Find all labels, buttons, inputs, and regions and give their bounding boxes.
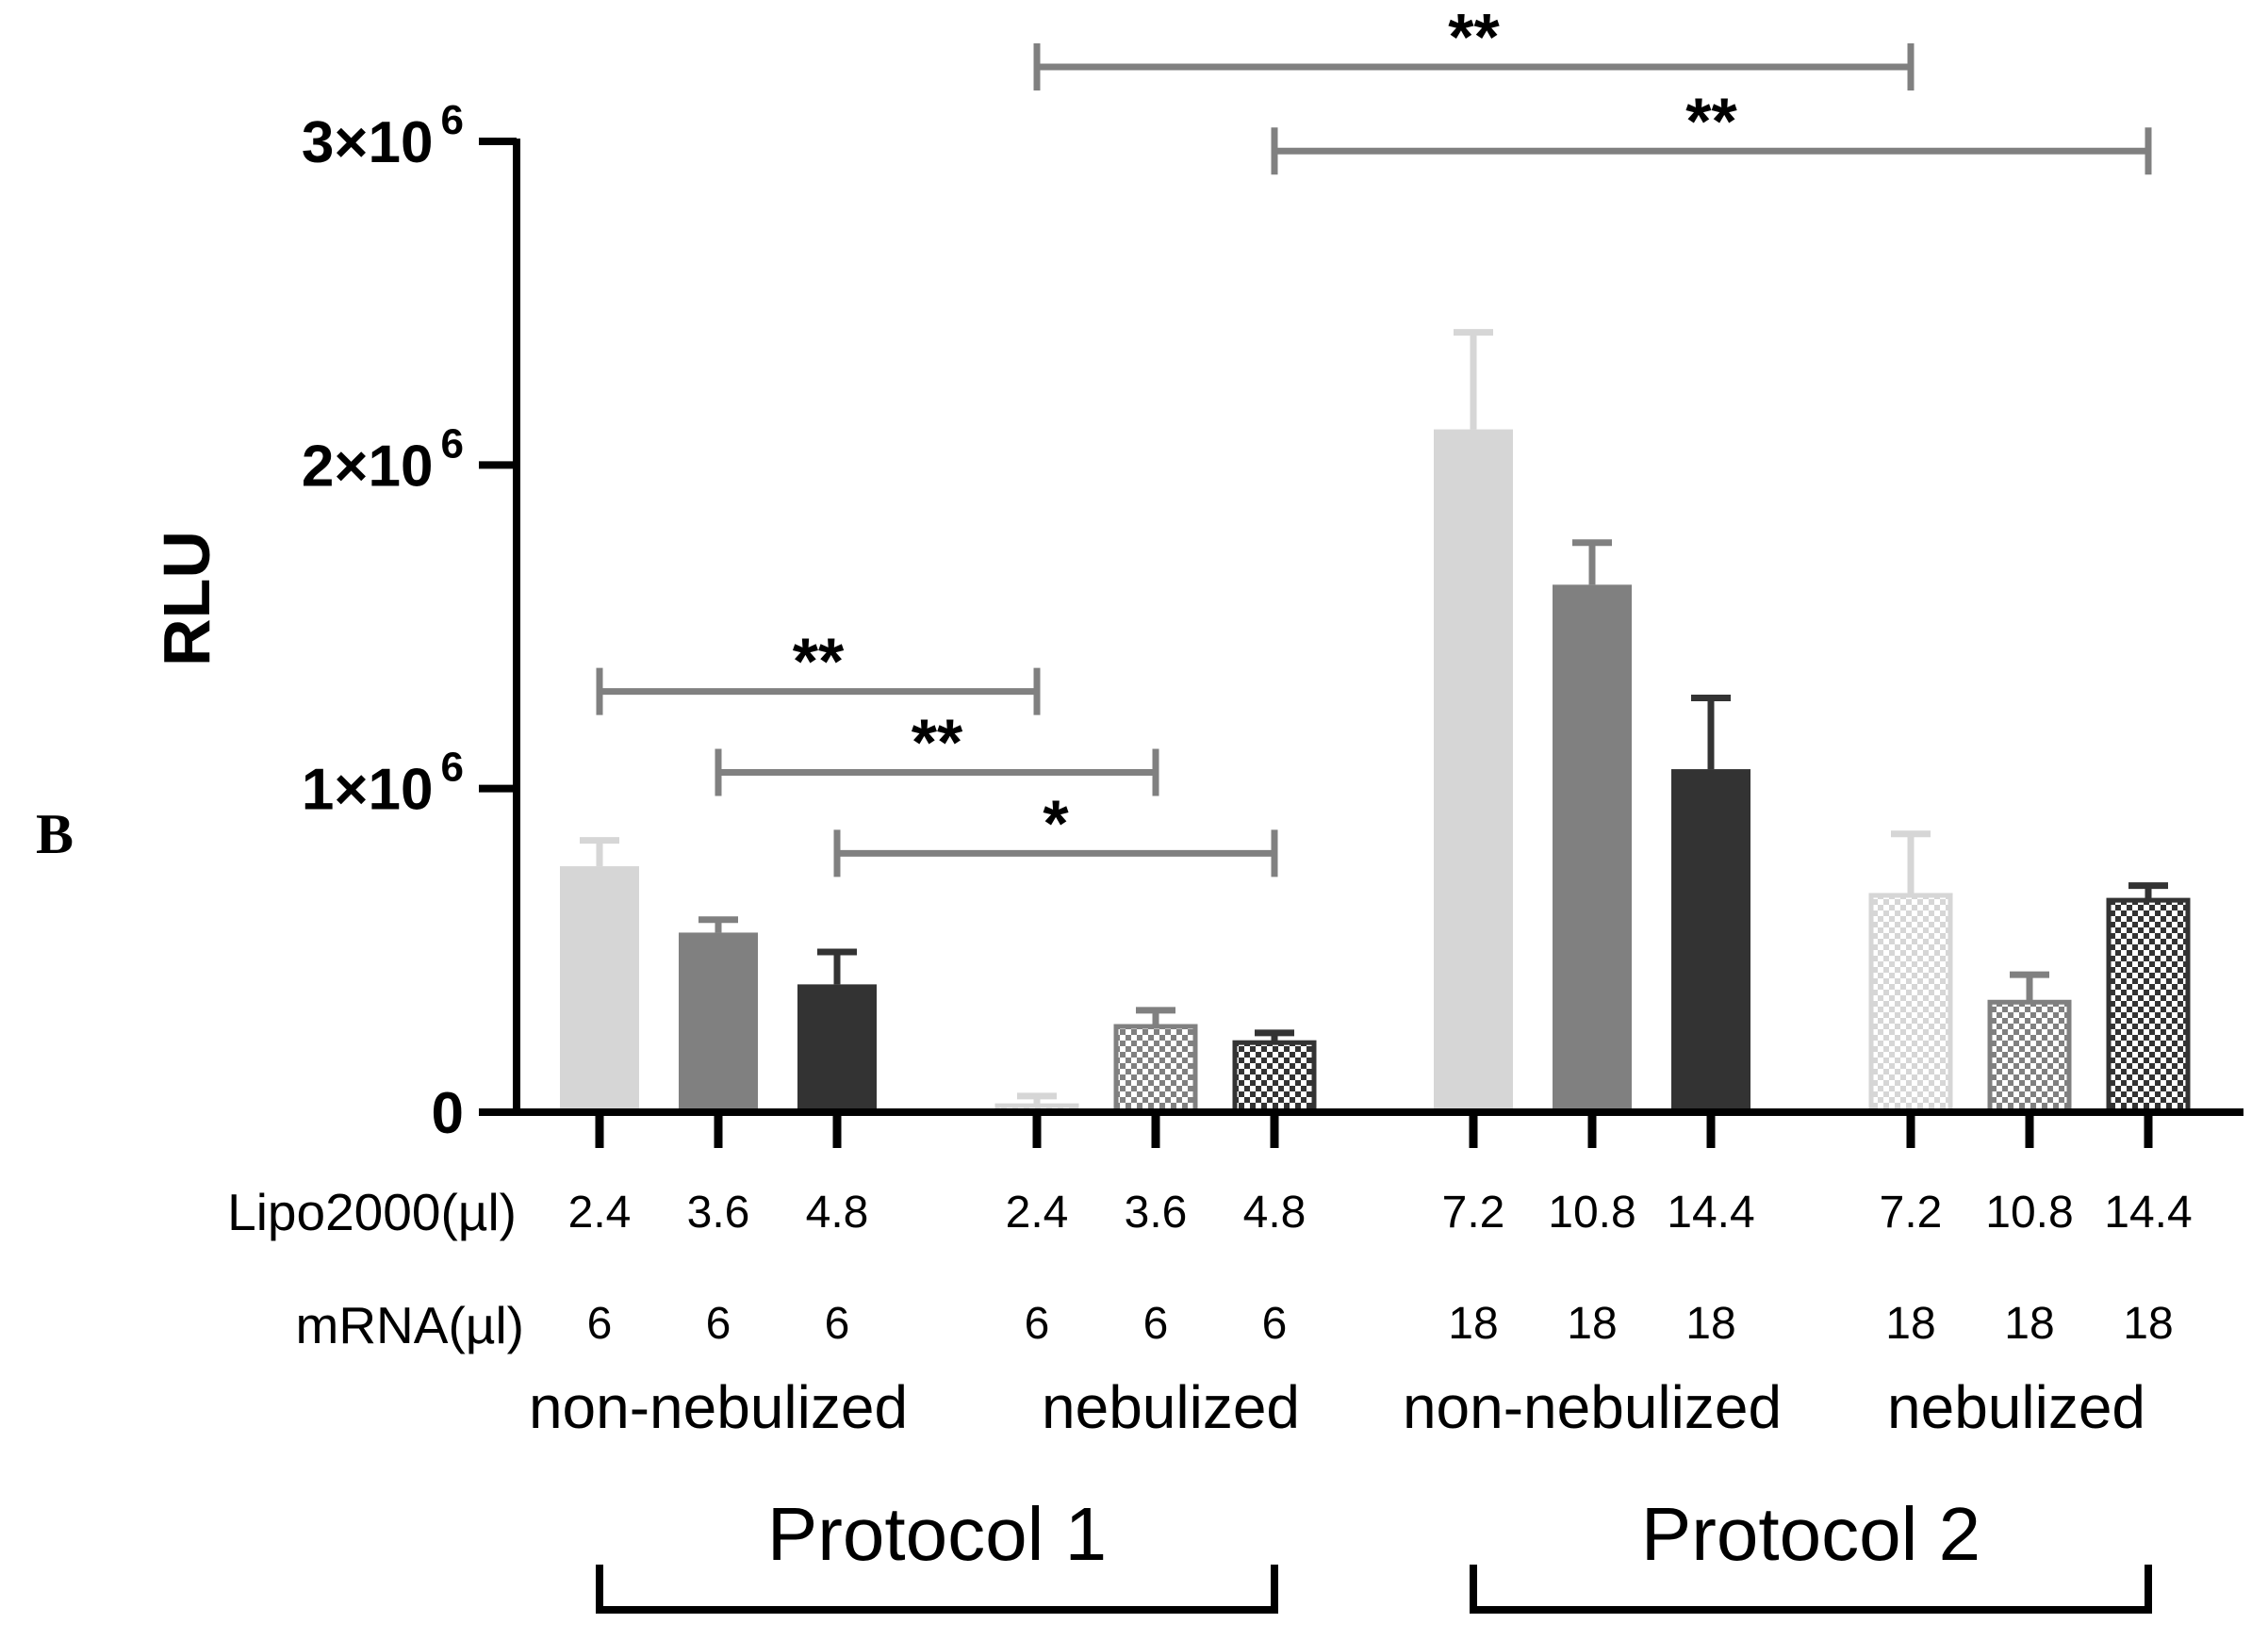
mrna-value-5: 6: [1262, 1299, 1288, 1349]
bar-4: [1113, 1024, 1198, 1115]
bar-11: [2106, 897, 2191, 1115]
significance-brackets: *********: [596, 0, 2152, 877]
lipo-value-10: 10.8: [1985, 1188, 2073, 1238]
panel-letter: B: [36, 803, 74, 865]
mrna-value-2: 6: [825, 1299, 850, 1349]
protocol-label-0: Protocol 1: [767, 1492, 1107, 1576]
row-values: 2.4 6 3.6 6 4.8 6 2.4 6 3.6 6 4.8 6 7.2 18 10.8 18 14.4 1…: [568, 1188, 2193, 1349]
bar-10: [1987, 999, 2072, 1115]
protocol-label-1: Protocol 2: [1641, 1492, 1980, 1576]
mrna-value-9: 18: [1885, 1299, 1935, 1349]
bar-1: [679, 932, 758, 1112]
lipo-value-6: 7.2: [1442, 1188, 1505, 1238]
sig-bracket-2: [833, 829, 1278, 877]
y-tick-label-2: 2×10 6: [302, 420, 464, 499]
bar-0: [560, 866, 639, 1112]
lipo-value-5: 4.8: [1243, 1188, 1307, 1238]
mrna-value-7: 18: [1567, 1299, 1617, 1349]
lipo-value-1: 3.6: [687, 1188, 750, 1238]
lipo-value-7: 10.8: [1548, 1188, 1635, 1238]
sig-label-2: *: [1043, 786, 1069, 860]
lipo-value-9: 7.2: [1880, 1188, 1943, 1238]
sig-bracket-0: [596, 667, 1041, 715]
mrna-value-6: 18: [1448, 1299, 1498, 1349]
mrna-value-10: 18: [2004, 1299, 2054, 1349]
lipo-value-11: 14.4: [2104, 1188, 2192, 1238]
mrna-value-4: 6: [1143, 1299, 1169, 1349]
bar-8: [1671, 769, 1750, 1112]
group-label-2: non-nebulized: [1403, 1373, 1782, 1441]
lipo-row-label: Lipo2000(µl): [227, 1183, 517, 1241]
y-axis-title: RLU: [150, 531, 223, 666]
y-tick-label-0: 0: [432, 1081, 464, 1146]
mrna-value-8: 18: [1685, 1299, 1735, 1349]
lipo-value-4: 3.6: [1125, 1188, 1188, 1238]
sig-label-0: **: [793, 625, 845, 698]
axes: [513, 139, 2243, 1116]
y-ticks: 0 1×10 6 2×10 6 3×10 6: [302, 97, 517, 1146]
mrna-row-label: mRNA(µl): [296, 1296, 524, 1354]
group-label-0: non-nebulized: [529, 1373, 908, 1441]
y-tick-label-3: 3×10 6: [302, 97, 464, 175]
sig-label-1: **: [912, 706, 963, 779]
bar-6: [1434, 429, 1513, 1113]
sig-bracket-1: [715, 748, 1159, 796]
mrna-value-1: 6: [706, 1299, 731, 1349]
bars: [560, 429, 2191, 1115]
bar-7: [1553, 584, 1632, 1112]
protocol-bracket-0: [596, 1565, 1278, 1614]
group-label-1: nebulized: [1042, 1373, 1300, 1441]
protocol-bracket-1: [1470, 1565, 2152, 1614]
lipo-value-0: 2.4: [568, 1188, 632, 1238]
bar-5: [1232, 1040, 1317, 1115]
lipo-value-3: 2.4: [1006, 1188, 1069, 1238]
protocol-brackets: Protocol 1 Protocol 2: [596, 1492, 2152, 1614]
lipo-value-2: 4.8: [806, 1188, 869, 1238]
x-ticks: [595, 1112, 2153, 1148]
sig-bracket-3: [1033, 43, 1915, 91]
sig-bracket-4: [1271, 127, 2152, 175]
sig-label-3: **: [1448, 0, 1500, 74]
error-bars: [580, 329, 2168, 1107]
group-labels: non-nebulized nebulized non-nebulized nebul…: [529, 1373, 2145, 1441]
bar-9: [1868, 893, 1953, 1115]
sig-label-4: **: [1685, 84, 1737, 157]
lipo-value-8: 14.4: [1667, 1188, 1754, 1238]
y-tick-label-1: 1×10 6: [302, 745, 464, 823]
group-label-3: nebulized: [1887, 1373, 2145, 1441]
mrna-value-11: 18: [2123, 1299, 2173, 1349]
mrna-value-3: 6: [1025, 1299, 1050, 1349]
mrna-value-0: 6: [587, 1299, 613, 1349]
bar-2: [797, 984, 877, 1112]
